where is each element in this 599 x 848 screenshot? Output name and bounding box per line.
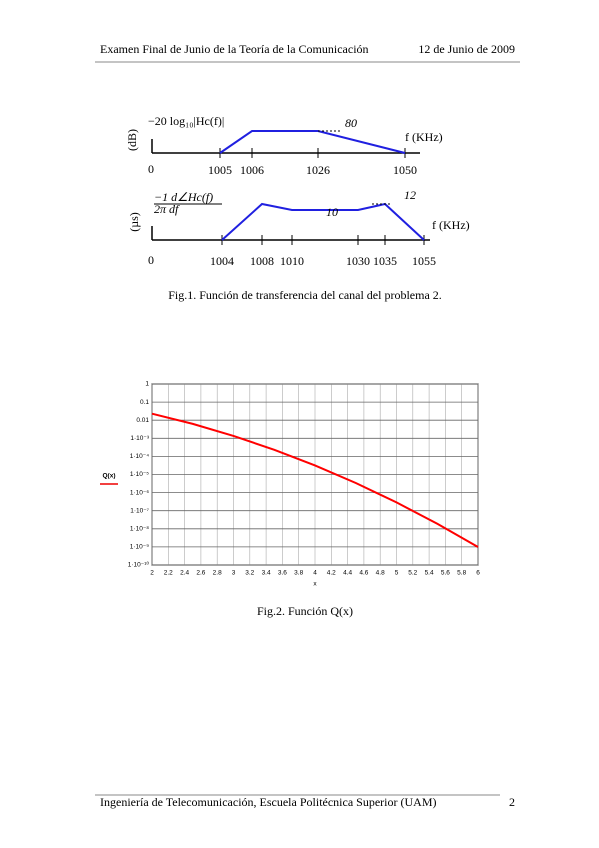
y-tick-label: 1·10⁻⁷ — [130, 507, 149, 514]
x-tick-label: 5 — [395, 570, 399, 577]
y-axis-label: Q(x) — [103, 473, 116, 480]
y-tick-label: 1·10⁻⁶ — [130, 489, 149, 496]
tick-label: 1006 — [240, 163, 264, 177]
x-tick-label: 4.8 — [376, 570, 385, 577]
x-tick-label: 2 — [150, 570, 154, 577]
y-tick-label: 0.01 — [136, 417, 149, 424]
x-tick-label: 5.6 — [441, 570, 450, 577]
origin-label: 0 — [148, 162, 154, 176]
axis-label: f (KHz) — [432, 218, 470, 232]
x-tick-label: 6 — [476, 570, 480, 577]
tick-label: 1008 — [250, 254, 274, 268]
unit-label: (dB) — [125, 129, 139, 151]
tick-label: 1026 — [306, 163, 330, 177]
caption: Fig.1. Función de transferencia del cana… — [168, 288, 442, 302]
unit-label: (µs) — [127, 212, 141, 232]
x-tick-label: 4.4 — [343, 570, 352, 577]
x-tick-label: 3 — [232, 570, 236, 577]
x-tick-label: 4 — [313, 570, 317, 577]
y-tick-label: 1·10⁻⁵ — [130, 471, 149, 478]
header-title: Examen Final de Junio de la Teoría de la… — [100, 42, 369, 56]
y-tick-label: 1·10⁻¹⁰ — [128, 561, 150, 569]
origin-label: 0 — [148, 253, 154, 267]
expression: −20 log₁₀|Hc(f)| — [148, 114, 224, 128]
tick-label: 1010 — [280, 254, 304, 268]
expression: 2π df — [154, 202, 180, 216]
x-axis-label: x — [313, 581, 317, 588]
page-number: 2 — [509, 795, 515, 809]
x-tick-label: 4.6 — [359, 570, 368, 577]
tick-label: 1055 — [412, 254, 436, 268]
x-tick-label: 3.2 — [245, 570, 254, 577]
expression: −1 d∠Hc(f) — [154, 190, 213, 204]
x-tick-label: 3.8 — [294, 570, 303, 577]
footer-text: Ingeniería de Telecomunicación, Escuela … — [100, 795, 436, 809]
y-tick-label: 1 — [145, 381, 149, 388]
x-tick-label: 5.4 — [425, 570, 434, 577]
value-label: 12 — [404, 188, 416, 202]
header-date: 12 de Junio de 2009 — [418, 42, 515, 56]
y-tick-label: 1·10⁻⁹ — [130, 544, 149, 551]
value-label: 10 — [326, 205, 338, 219]
y-tick-label: 0.1 — [140, 399, 149, 406]
x-tick-label: 3.6 — [278, 570, 287, 577]
x-tick-label: 5.8 — [457, 570, 466, 577]
x-tick-label: 4.2 — [327, 570, 336, 577]
x-tick-label: 2.8 — [213, 570, 222, 577]
curve — [219, 130, 406, 154]
y-tick-label: 1·10⁻³ — [130, 435, 149, 442]
y-tick-label: 1·10⁻⁸ — [130, 526, 149, 533]
series-line — [151, 412, 479, 548]
x-tick-label: 3.4 — [262, 570, 271, 577]
tick-label: 1035 — [373, 254, 397, 268]
tick-label: 1004 — [210, 254, 234, 268]
x-tick-label: 2.6 — [196, 570, 205, 577]
tick-label: 1005 — [208, 163, 232, 177]
curve — [221, 202, 425, 241]
y-tick-label: 1·10⁻⁴ — [130, 453, 149, 460]
tick-label: 1050 — [393, 163, 417, 177]
x-tick-label: 2.2 — [164, 570, 173, 577]
axis-label: f (KHz) — [405, 130, 443, 144]
x-tick-label: 2.4 — [180, 570, 189, 577]
value-label: 80 — [345, 116, 357, 130]
tick-label: 1030 — [346, 254, 370, 268]
caption: Fig.2. Función Q(x) — [257, 604, 353, 618]
x-tick-label: 5.2 — [408, 570, 417, 577]
